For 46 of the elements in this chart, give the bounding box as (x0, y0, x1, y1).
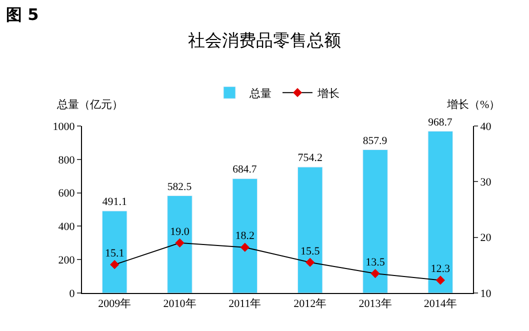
bar (167, 195, 192, 293)
x-tick-label: 2014年 (424, 298, 457, 310)
y-axis-title: 总量（亿元） (56, 98, 123, 111)
y-tick-label: 800 (58, 154, 76, 166)
bar (297, 166, 323, 293)
y-tick-label: 1000 (52, 120, 76, 133)
y2-tick-label: 20 (480, 232, 492, 244)
y2-axis-title: 增长（%） (446, 98, 500, 111)
y-tick-label: 400 (58, 221, 76, 234)
chart-title: 社会消费品零售总额 (188, 30, 341, 50)
data-label: 13.5 (366, 256, 386, 268)
data-label: 857.9 (362, 134, 388, 147)
point (436, 276, 445, 285)
data-label: 12.3 (430, 263, 451, 276)
y-tick-label: 600 (58, 188, 76, 200)
y2-tick-label: 40 (480, 120, 492, 133)
point (306, 258, 315, 267)
data-label: 19.0 (170, 226, 190, 238)
point (110, 260, 120, 270)
caption: 图 5 (6, 5, 39, 24)
bar (428, 130, 454, 293)
bar (102, 210, 128, 293)
data-label: 15.5 (300, 245, 320, 258)
y2-tick-label: 30 (480, 176, 492, 189)
bar (232, 178, 258, 293)
y-tick-label: 0 (69, 288, 76, 300)
data-label: 582.5 (167, 180, 192, 193)
data-label: 754.2 (298, 152, 322, 164)
y2-tick-label: 10 (480, 288, 492, 300)
data-label: 15.1 (104, 247, 124, 260)
point (240, 242, 250, 252)
legend-label: 增长 (316, 86, 340, 100)
point (370, 268, 380, 278)
x-tick-label: 2013年 (358, 298, 392, 310)
data-label: 491.1 (102, 196, 127, 208)
y-tick-label: 200 (58, 254, 76, 266)
point (175, 238, 184, 248)
x-tick-label: 2012年 (294, 298, 327, 310)
x-tick-label: 2009年 (98, 298, 132, 310)
data-label: 684.7 (232, 164, 258, 176)
x-tick-label: 2011年 (228, 298, 262, 310)
bar (362, 149, 388, 293)
data-label: 18.2 (235, 230, 255, 242)
data-label: 968.7 (428, 116, 453, 128)
x-tick-label: 2010年 (163, 298, 196, 310)
legend-label: 总量 (248, 86, 272, 100)
